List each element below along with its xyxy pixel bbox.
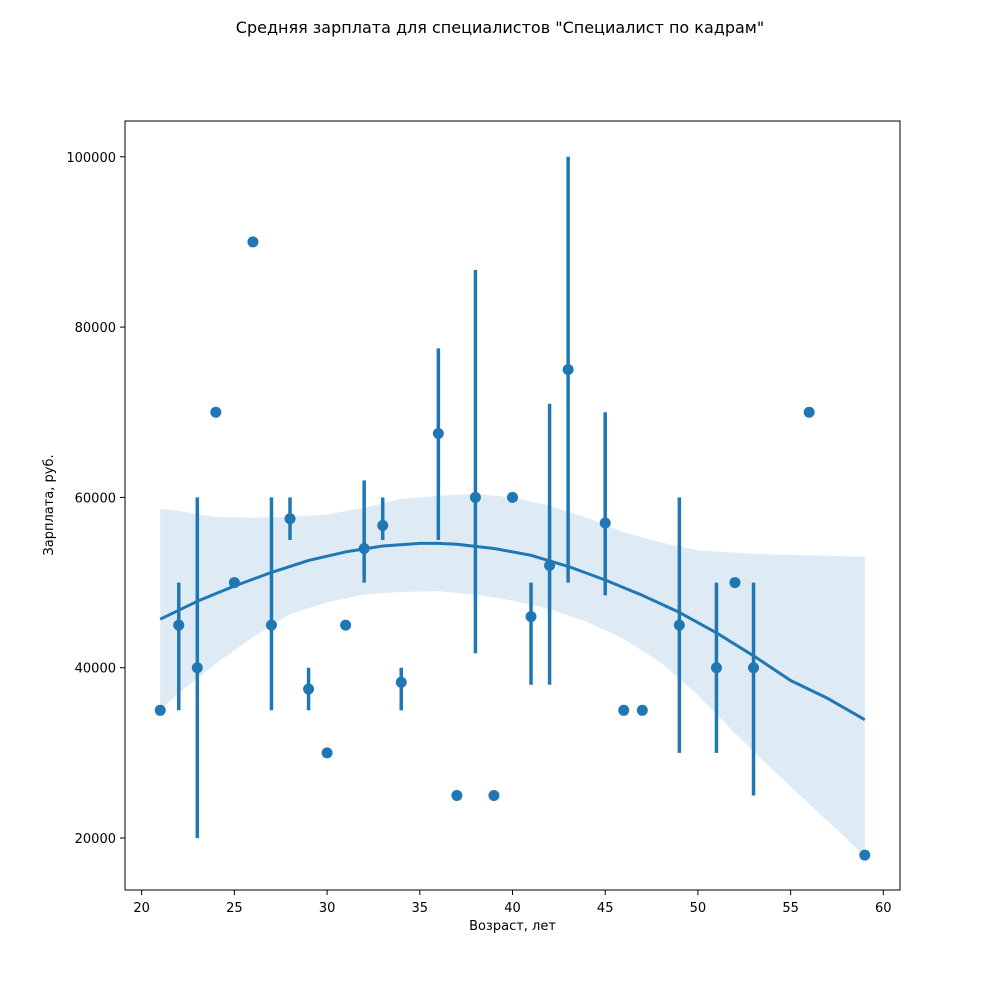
- x-tick-label: 30: [319, 901, 336, 916]
- x-tick-label: 60: [875, 901, 892, 916]
- x-axis-label: Возраст, лет: [469, 919, 556, 934]
- x-tick-label: 45: [597, 901, 614, 916]
- data-point: [284, 513, 296, 525]
- data-point: [395, 676, 407, 688]
- y-tick-label: 100000: [66, 151, 116, 166]
- x-tick-label: 25: [226, 901, 243, 916]
- data-point: [154, 704, 166, 716]
- x-tick-label: 35: [412, 901, 429, 916]
- data-point: [525, 611, 537, 623]
- data-point: [340, 619, 352, 631]
- data-point: [488, 789, 500, 801]
- data-point: [803, 406, 815, 418]
- data-point: [173, 619, 185, 631]
- x-tick-label: 20: [133, 901, 150, 916]
- confidence-band: [160, 494, 865, 858]
- y-tick-label: 80000: [75, 321, 116, 336]
- data-point: [618, 704, 630, 716]
- data-point: [358, 543, 370, 555]
- data-point: [303, 683, 315, 695]
- x-tick-label: 55: [782, 901, 799, 916]
- plot-area: 20 25 30 35 40 45 50 55 60 20000 40000 60000 80000 10…: [66, 120, 901, 916]
- data-point: [228, 577, 240, 589]
- data-point: [469, 491, 481, 503]
- data-point: [636, 704, 648, 716]
- data-point: [859, 849, 871, 861]
- trend-line: [159, 541, 866, 722]
- data-point: [191, 662, 203, 674]
- data-point: [451, 789, 463, 801]
- data-point: [507, 491, 518, 503]
- y-tick-label: 20000: [75, 832, 116, 847]
- chart-title: Средняя зарплата для специалистов "Специ…: [236, 18, 764, 37]
- x-tick-label: 50: [690, 901, 707, 916]
- data-point: [432, 428, 444, 440]
- data-point: [599, 517, 611, 529]
- y-tick-label: 40000: [75, 662, 116, 677]
- y-tick-label: 60000: [75, 491, 116, 506]
- data-point: [247, 236, 259, 248]
- data-point: [673, 619, 685, 631]
- data-point: [710, 662, 722, 674]
- data-point: [729, 577, 741, 589]
- y-axis-label: Зарплата, руб.: [42, 454, 57, 555]
- data-point: [748, 662, 760, 674]
- data-point: [210, 406, 222, 418]
- x-tick-label: 40: [504, 901, 521, 916]
- data-point: [377, 520, 389, 532]
- data-point: [544, 560, 556, 572]
- data-point: [265, 619, 277, 631]
- data-point: [562, 364, 574, 376]
- data-point: [321, 747, 333, 759]
